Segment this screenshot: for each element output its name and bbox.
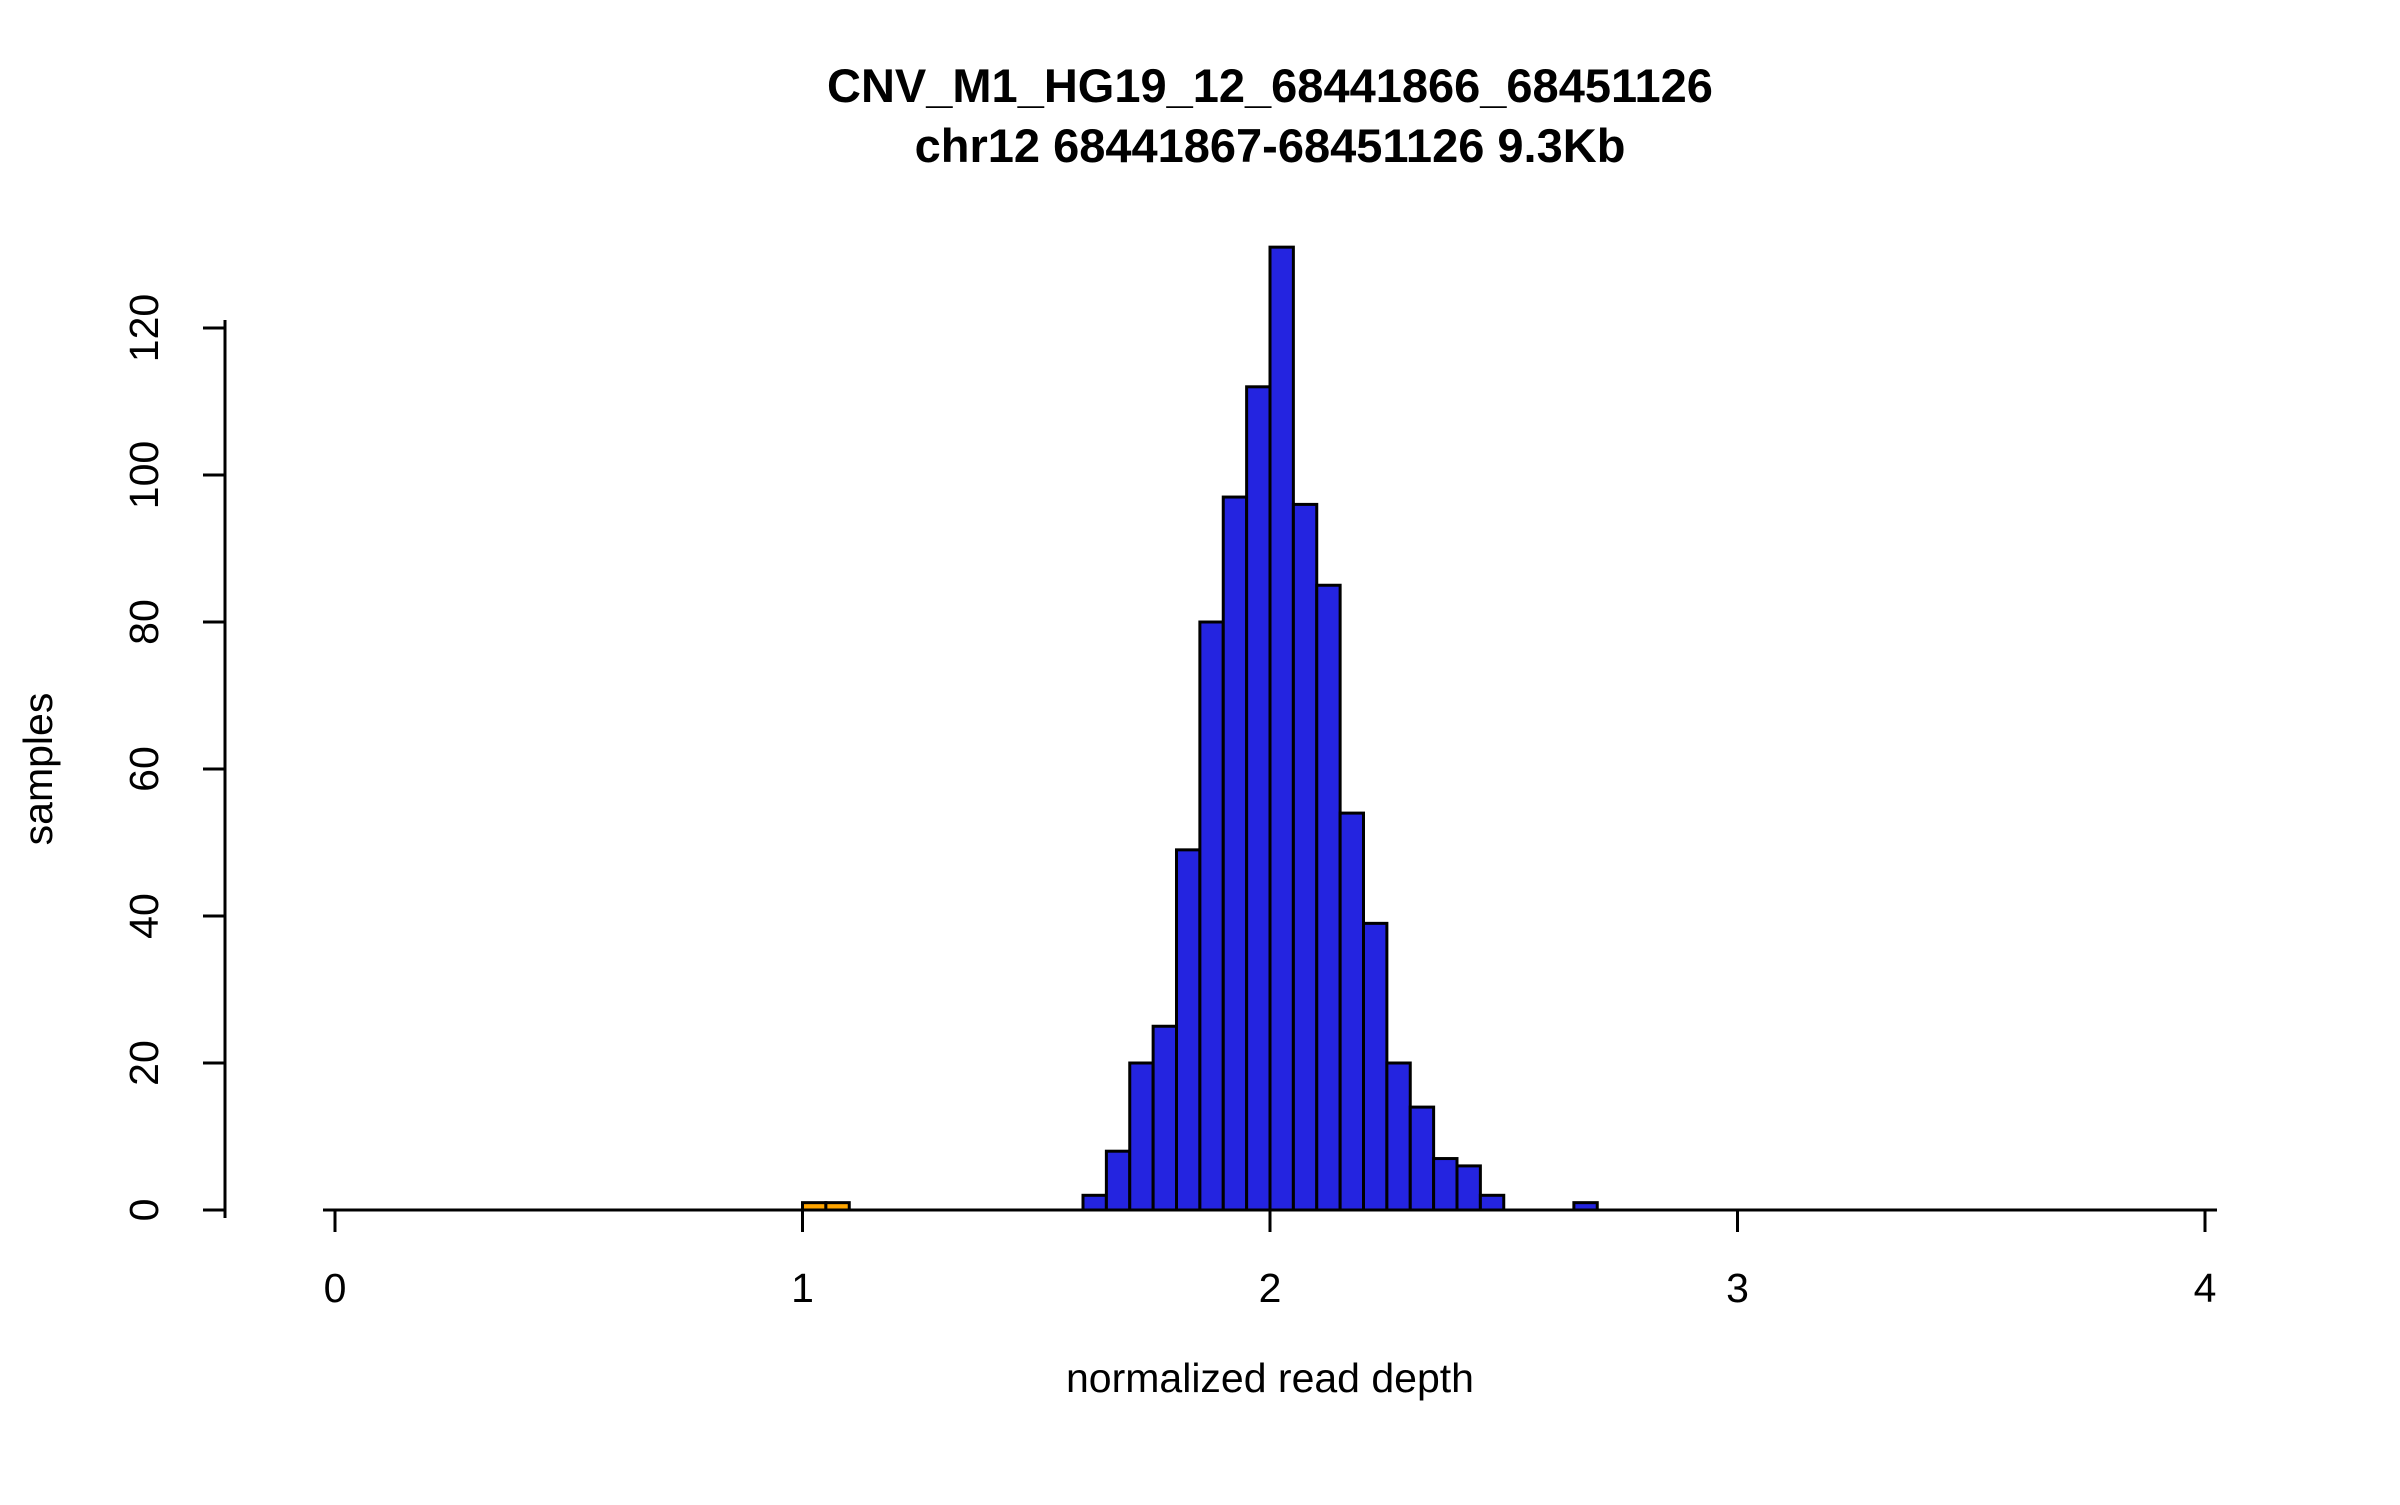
y-tick-label: 60 [121, 746, 167, 792]
x-tick-label: 0 [324, 1265, 347, 1311]
y-tick-label: 20 [121, 1040, 167, 1086]
y-axis-title: samples [15, 693, 61, 846]
histogram-bar [1128, 1061, 1155, 1212]
y-tick-label: 80 [121, 599, 167, 645]
histogram-bar [824, 1201, 851, 1212]
x-axis-title: normalized read depth [1066, 1355, 1474, 1401]
histogram-bar [801, 1201, 828, 1212]
histogram-bar [1362, 921, 1389, 1212]
y-tick-label: 0 [121, 1199, 167, 1222]
x-tick-label: 3 [1726, 1265, 1749, 1311]
histogram-bar [1455, 1164, 1482, 1212]
histogram-bar [1151, 1024, 1178, 1212]
histogram-bar [1291, 502, 1319, 1212]
y-tick-label: 120 [121, 294, 167, 362]
x-tick-label: 2 [1259, 1265, 1282, 1311]
histogram-bar [1572, 1201, 1599, 1212]
bars-layer [801, 245, 1599, 1212]
histogram-bar [1315, 583, 1342, 1212]
y-tick-label: 100 [121, 441, 167, 509]
histogram-bar [1478, 1193, 1506, 1212]
histogram-bar [1338, 811, 1365, 1212]
histogram-bar [1245, 385, 1272, 1212]
chart-title: CNV_M1_HG19_12_68441866_68451126 [827, 59, 1713, 112]
histogram-bar [1221, 495, 1249, 1212]
y-tick-label: 40 [121, 893, 167, 939]
x-tick-label: 4 [2194, 1265, 2217, 1311]
histogram-bar [1385, 1061, 1412, 1212]
histogram-bar [1081, 1193, 1108, 1212]
x-tick-label: 1 [791, 1265, 814, 1311]
histogram-bar [1268, 245, 1295, 1212]
histogram-bar [1432, 1157, 1459, 1212]
histogram-bar [1408, 1105, 1436, 1212]
chart-subtitle: chr12 68441867-68451126 9.3Kb [915, 119, 1626, 172]
histogram-bar [1104, 1149, 1132, 1212]
histogram-bar [1198, 620, 1225, 1212]
histogram-bar [1175, 848, 1202, 1212]
